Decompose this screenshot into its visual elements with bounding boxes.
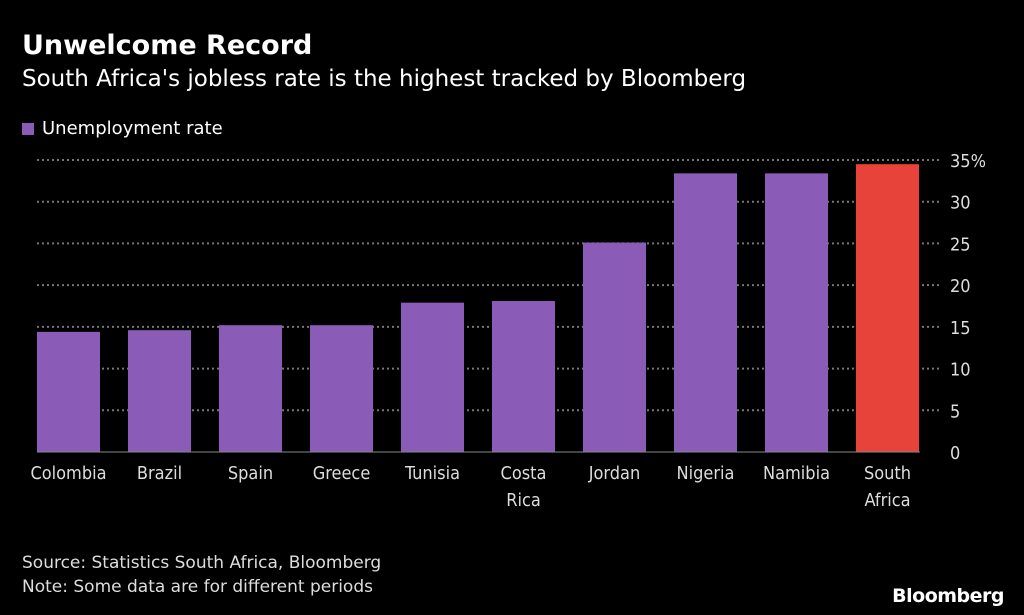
x-tick-label: South: [864, 463, 911, 484]
legend-label: Unemployment rate: [42, 118, 223, 139]
bar: [128, 330, 191, 452]
x-tick-label: Colombia: [30, 463, 106, 484]
x-tick-label: Jordan: [588, 463, 641, 484]
chart-subtitle: South Africa's jobless rate is the highe…: [22, 66, 747, 92]
chart-title: Unwelcome Record: [22, 30, 313, 61]
x-tick-label: Spain: [228, 463, 273, 484]
bloomberg-logo: Bloomberg: [892, 585, 1004, 607]
bar: [856, 164, 919, 452]
y-tick-label: 30: [950, 193, 971, 214]
bar-chart: 0 5 10 15 20 25 30 35% Colombia Brazil Spain Greece…: [30, 151, 986, 511]
y-tick-label: 35%: [950, 151, 986, 172]
x-tick-label: Nigeria: [677, 463, 735, 484]
footnote: Note: Some data are for different period…: [22, 577, 373, 597]
source-note: Source: Statistics South Africa, Bloombe…: [22, 553, 382, 573]
bar: [583, 242, 646, 452]
bar: [674, 173, 737, 452]
x-tick-label: Namibia: [763, 463, 830, 484]
y-tick-label: 25: [950, 234, 971, 255]
x-tick-label: Costa: [501, 463, 547, 484]
bar: [401, 302, 464, 452]
x-tick-label: Brazil: [137, 463, 182, 484]
y-tick-label: 0: [950, 443, 960, 464]
x-tick-label: Africa: [864, 490, 910, 511]
y-tick-label: 10: [950, 360, 971, 381]
bar: [310, 325, 373, 452]
y-tick-label: 20: [950, 276, 971, 297]
bar: [492, 300, 555, 452]
legend-swatch: [22, 122, 34, 135]
bar: [765, 173, 828, 452]
x-tick-label: Rica: [506, 490, 541, 511]
bar: [37, 331, 100, 452]
legend: Unemployment rate: [22, 118, 223, 139]
y-tick-label: 5: [950, 401, 960, 422]
x-tick-label: Tunisia: [404, 463, 460, 484]
y-tick-label: 15: [950, 318, 971, 339]
bar: [219, 325, 282, 452]
x-tick-label: Greece: [313, 463, 371, 484]
